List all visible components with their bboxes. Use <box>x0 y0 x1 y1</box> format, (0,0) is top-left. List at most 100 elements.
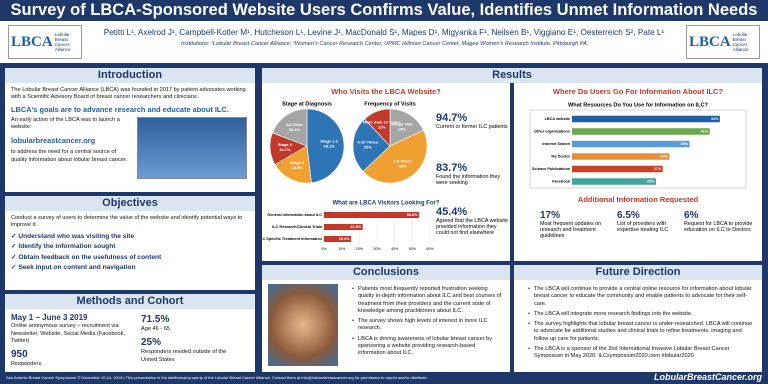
request: 6.5% List of providers with expertise tr… <box>617 210 675 233</box>
chart-frame <box>529 109 747 189</box>
logo-text: Lobular Breast Cancer Alliance <box>732 32 749 52</box>
slice-label: 2-5 Times <box>393 158 412 163</box>
pie-slice <box>274 145 312 184</box>
intro-panel: The Lobular Breast Cancer Alliance (LBCA… <box>5 83 255 192</box>
x-tick-label: 60% <box>426 247 434 251</box>
bullet: The survey highlights that lobular breas… <box>528 321 756 343</box>
slice-label: Single Visit <box>391 121 413 126</box>
photo <box>268 284 338 366</box>
stat: 83.7% Found the information they were se… <box>436 162 508 186</box>
logo-text: Lobular Breast Cancer Alliance <box>54 32 71 52</box>
bar <box>572 178 656 185</box>
stat-label: Current or former ILC patients <box>436 124 508 130</box>
logo: LBCA Lobular Breast Cancer Alliance <box>8 25 82 59</box>
pie-slice <box>362 129 428 184</box>
objective: Seek input on content and navigation <box>11 264 249 273</box>
paragraph: Conduct a survey of users to determine t… <box>11 215 243 229</box>
slice-label: All Other <box>286 122 303 127</box>
bar <box>324 224 363 230</box>
bar <box>572 128 710 135</box>
bullet: The LBCA is a sponsor of the 2nd Interna… <box>528 346 756 361</box>
stat-label: Responders <box>11 361 42 368</box>
pie-slice <box>272 108 308 147</box>
authors: Petitti L¹, Axelrod J¹, Campbell-Kotler … <box>103 28 665 37</box>
x-tick-label: 50% <box>409 247 417 251</box>
x-tick-label: 40% <box>391 247 399 251</box>
bar-value: 21.9% <box>350 225 361 229</box>
stat-label: Most frequent updates on research and tr… <box>540 221 602 239</box>
bar-value: 44% <box>711 117 719 121</box>
stat: 45.4% Agreed that the LBCA website provi… <box>436 206 508 236</box>
stat-label: List of providers with expertise treatin… <box>617 221 669 233</box>
pie-slice <box>364 108 391 147</box>
bar <box>572 140 690 148</box>
title: Survey of LBCA-Sponsored Website Users C… <box>0 0 768 21</box>
paragraph: The Lobular Breast Cancer Alliance (LBCA… <box>11 87 246 101</box>
bar <box>572 115 720 123</box>
stat-value: 45.4% <box>436 206 468 218</box>
objective: Understand who was visiting the site <box>11 233 249 242</box>
chart-heading: Additional Information Requested <box>578 195 699 204</box>
bar-value: 53.8% <box>407 213 418 217</box>
stat: 94.7% Current or former ILC patients <box>436 112 508 130</box>
x-tick-label: 20% <box>356 247 364 251</box>
slice-value: 48.1% <box>323 144 335 149</box>
bar-label: My Doctor <box>551 155 570 159</box>
request: 6% Request for LBCA to provide education… <box>684 210 754 233</box>
bar <box>324 236 352 242</box>
bar-label: Science Publications <box>532 167 570 171</box>
stat-value: 6% <box>684 210 699 221</box>
bar-label: ILC Research/Clinical Trials <box>272 225 322 229</box>
stat-label: Agreed that the LBCA website provided in… <box>436 218 508 236</box>
website-screenshot <box>137 117 247 180</box>
stat-value: 94.7% <box>436 112 468 124</box>
header-band <box>0 21 768 63</box>
bullet: The survey shows high levels of interest… <box>352 318 504 333</box>
results-charts: Who Visits the LBCA Website? Stage at Di… <box>262 87 747 251</box>
slice-label: More than 10 Times <box>363 119 401 124</box>
pie-slice <box>352 118 391 172</box>
stat-label: Responders resided outside of the United… <box>141 349 227 363</box>
paragraph: Online anonymous survey – recruitment vi… <box>11 323 125 344</box>
paragraph: An early action of the LBCA was to launc… <box>11 117 120 131</box>
request: 17% Most frequent updates on research an… <box>540 210 605 239</box>
slice-label: Stage 3 <box>290 160 305 165</box>
chart-title: Frequency of Visits <box>364 101 416 107</box>
bullet: Patients most frequently reported frustr… <box>352 286 504 315</box>
logo: LBCA Lobular Breast Cancer Alliance <box>686 25 760 59</box>
section-heading: Future Direction <box>514 265 762 280</box>
bar-value: 15.3% <box>339 237 350 241</box>
objective: Identify the information sought <box>11 243 249 252</box>
bar-label: Internet Search <box>542 142 570 146</box>
chart-heading: Who Visits the LBCA Website? <box>331 87 441 96</box>
chart-heading: Where Do Users Go For Information About … <box>553 87 724 96</box>
bar <box>572 165 663 173</box>
bullet: The LBCA will continue to provide a cent… <box>528 286 756 308</box>
bar-value: 41% <box>701 130 709 134</box>
bar-label: LBCA website <box>545 117 570 121</box>
bar-label: Facebook <box>552 180 571 184</box>
paragraph: to address the need for a central source… <box>11 149 127 163</box>
stat-value: 83.7% <box>436 162 468 174</box>
pie-slice <box>306 108 345 184</box>
bar-value: 27% <box>654 167 662 171</box>
section-heading: Conclusions <box>262 265 510 280</box>
section-heading: Results <box>262 68 762 83</box>
bar <box>324 212 420 218</box>
date: May 1 – June 3 2019 <box>11 313 88 322</box>
chart-title: What are LBCA Visitors Looking For? <box>332 201 439 207</box>
bar-label: General Information about ILC <box>267 213 322 217</box>
chart-title: What Resources Do You Use for Informatio… <box>568 102 709 108</box>
bar-value: 35% <box>680 142 688 146</box>
stat-value: 950 <box>11 349 28 361</box>
subheading: LBCA's goals are to advance research and… <box>11 104 229 114</box>
slice-value: 14.2% <box>279 147 291 152</box>
slice-value: 25% <box>364 144 372 149</box>
stat-value: 25% <box>141 337 162 349</box>
stat-value: 17% <box>540 210 561 221</box>
bar-value: 29% <box>660 155 668 159</box>
section-heading: Methods and Cohort <box>5 294 255 309</box>
url: lobularbreastcancer.org <box>11 135 96 145</box>
bar-label: ILC Specific Treatment Information <box>262 237 323 241</box>
